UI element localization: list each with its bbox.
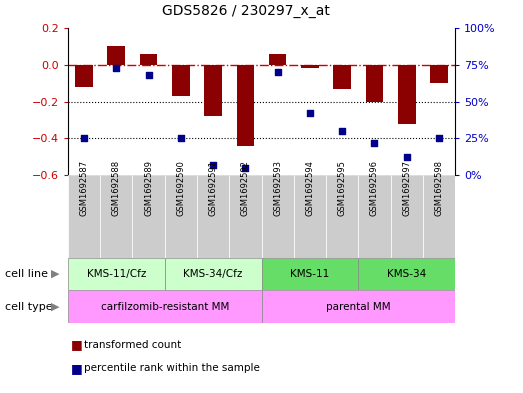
Bar xyxy=(301,65,319,68)
Bar xyxy=(430,65,448,83)
Bar xyxy=(262,258,358,290)
Text: GSM1692594: GSM1692594 xyxy=(305,161,314,217)
Point xyxy=(144,72,153,78)
Bar xyxy=(108,46,125,65)
Point xyxy=(435,135,443,141)
Point xyxy=(177,135,185,141)
Bar xyxy=(366,65,383,101)
Text: GSM1692587: GSM1692587 xyxy=(79,160,88,217)
Point xyxy=(338,128,346,134)
Bar xyxy=(75,65,93,87)
Bar xyxy=(262,290,455,323)
Bar xyxy=(423,175,455,258)
Bar xyxy=(140,54,157,65)
Text: KMS-11/Cfz: KMS-11/Cfz xyxy=(87,269,146,279)
Text: GSM1692597: GSM1692597 xyxy=(402,160,411,217)
Text: cell type: cell type xyxy=(5,301,53,312)
Point xyxy=(305,110,314,116)
Text: KMS-34: KMS-34 xyxy=(387,269,426,279)
Text: GSM1692590: GSM1692590 xyxy=(176,161,185,217)
Bar xyxy=(236,65,254,145)
Text: KMS-34/Cfz: KMS-34/Cfz xyxy=(184,269,243,279)
Point xyxy=(370,140,379,146)
Bar xyxy=(358,175,391,258)
Bar xyxy=(68,175,100,258)
Text: parental MM: parental MM xyxy=(326,301,391,312)
Text: GSM1692592: GSM1692592 xyxy=(241,161,250,217)
Bar xyxy=(262,175,294,258)
Text: cell line: cell line xyxy=(5,269,48,279)
Text: GSM1692589: GSM1692589 xyxy=(144,160,153,217)
Point xyxy=(241,165,249,171)
Bar xyxy=(333,65,351,89)
Bar xyxy=(197,175,229,258)
Text: GSM1692598: GSM1692598 xyxy=(435,160,444,217)
Bar xyxy=(358,258,455,290)
Text: percentile rank within the sample: percentile rank within the sample xyxy=(84,363,259,373)
Text: GSM1692593: GSM1692593 xyxy=(273,160,282,217)
Bar xyxy=(100,175,132,258)
Bar xyxy=(165,258,262,290)
Text: ■: ■ xyxy=(71,362,82,375)
Bar xyxy=(391,175,423,258)
Bar xyxy=(229,175,262,258)
Text: GSM1692591: GSM1692591 xyxy=(209,161,218,217)
Bar xyxy=(132,175,165,258)
Bar xyxy=(68,258,165,290)
Point xyxy=(403,154,411,160)
Text: ▶: ▶ xyxy=(51,269,59,279)
Point xyxy=(80,135,88,141)
Bar xyxy=(165,175,197,258)
Bar xyxy=(68,290,262,323)
Point xyxy=(209,162,218,168)
Text: KMS-11: KMS-11 xyxy=(290,269,329,279)
Text: ■: ■ xyxy=(71,338,82,351)
Text: GSM1692595: GSM1692595 xyxy=(338,161,347,217)
Text: GSM1692596: GSM1692596 xyxy=(370,160,379,217)
Bar xyxy=(398,65,415,123)
Point xyxy=(274,69,282,75)
Text: carfilzomib-resistant MM: carfilzomib-resistant MM xyxy=(100,301,229,312)
Bar xyxy=(269,54,287,65)
Bar xyxy=(172,65,190,96)
Text: ▶: ▶ xyxy=(51,301,59,312)
Text: transformed count: transformed count xyxy=(84,340,181,350)
Text: GDS5826 / 230297_x_at: GDS5826 / 230297_x_at xyxy=(162,4,329,18)
Point xyxy=(112,64,120,71)
Bar xyxy=(326,175,358,258)
Text: GSM1692588: GSM1692588 xyxy=(112,160,121,217)
Bar xyxy=(204,65,222,116)
Bar xyxy=(294,175,326,258)
